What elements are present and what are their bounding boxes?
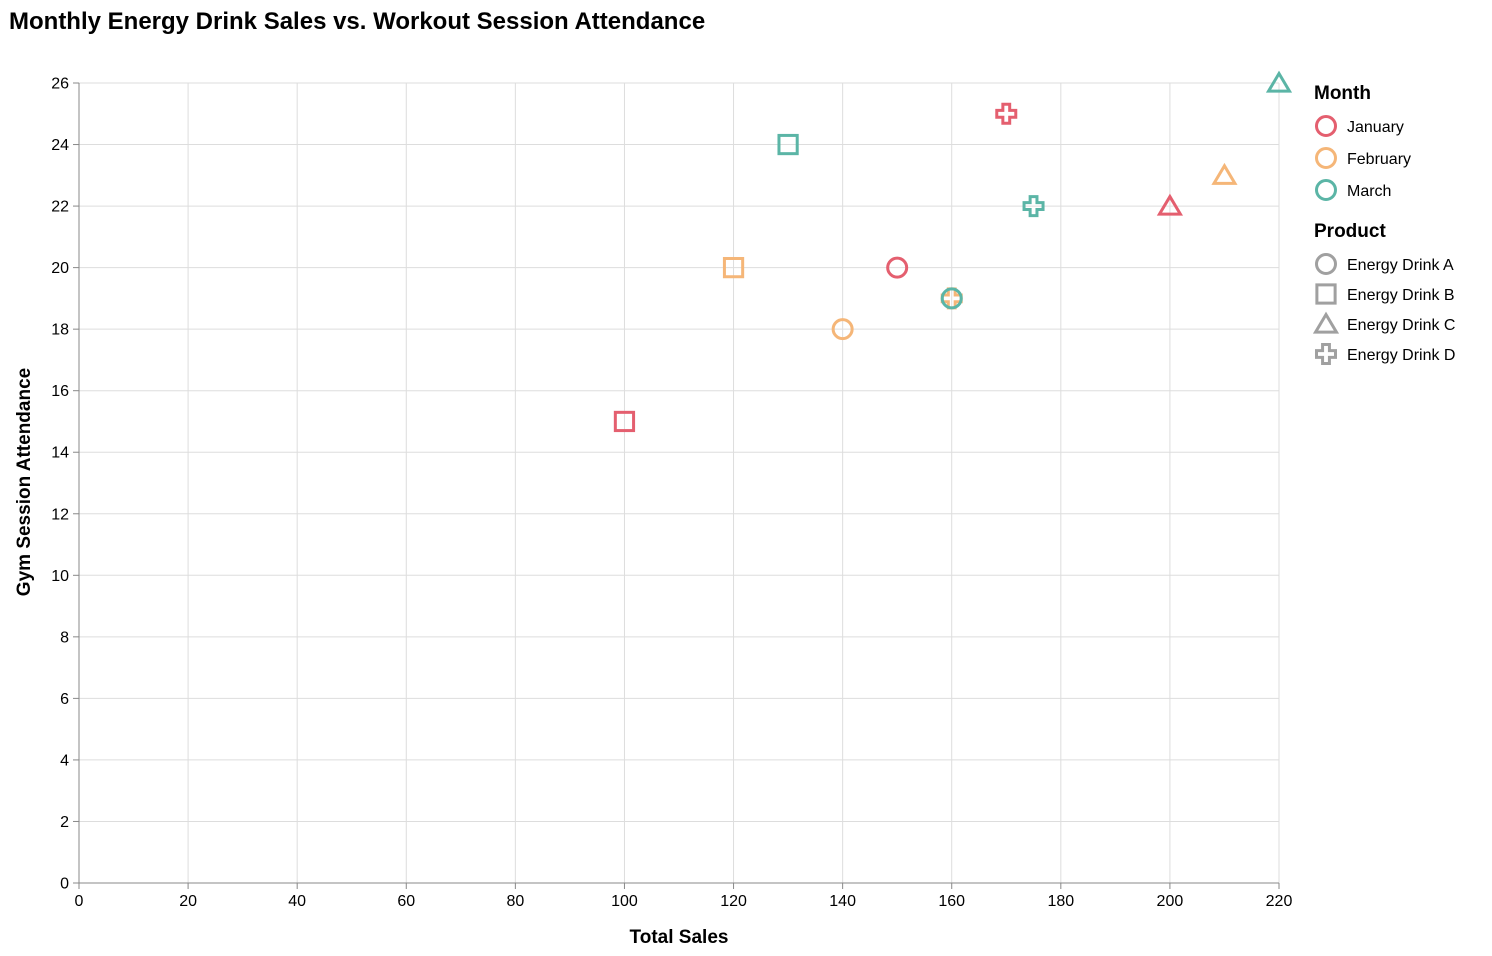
y-tick-label: 6 — [60, 691, 69, 708]
x-tick-label: 40 — [288, 893, 306, 910]
x-tick-label: 140 — [829, 893, 856, 910]
legend-symbol-january — [1315, 115, 1337, 137]
y-tick-label: 8 — [60, 629, 69, 646]
data-point-january-energy-drink-d — [995, 102, 1018, 125]
data-point-february-energy-drink-a — [831, 318, 854, 341]
x-tick-label: 180 — [1047, 893, 1074, 910]
legend-symbol-energy-drink-d — [1315, 343, 1337, 365]
y-tick-label: 24 — [51, 137, 69, 154]
legend-label-energy-drink-b: Energy Drink B — [1347, 287, 1455, 304]
legend-symbol-energy-drink-c — [1312, 311, 1340, 334]
data-point-january-energy-drink-a — [886, 256, 909, 279]
x-tick-label: 80 — [506, 893, 524, 910]
legend-label-january: January — [1347, 119, 1404, 136]
x-tick-label: 120 — [720, 893, 747, 910]
x-axis-title: Total Sales — [630, 927, 729, 948]
legend: Month January February March Product Energy D… — [1312, 83, 1455, 365]
x-tick-label: 20 — [179, 893, 197, 910]
data-point-march-energy-drink-d — [1022, 195, 1045, 218]
data-point-march-energy-drink-a — [940, 287, 963, 310]
y-tick-label: 2 — [60, 814, 69, 831]
grid — [78, 82, 1280, 884]
data-point-february-energy-drink-b — [722, 256, 745, 279]
x-tick-label: 200 — [1157, 893, 1184, 910]
data-point-march-energy-drink-c — [1265, 70, 1293, 93]
x-tick-label: 160 — [938, 893, 965, 910]
y-tick-label: 0 — [60, 876, 69, 893]
legend-label-energy-drink-d: Energy Drink D — [1347, 347, 1455, 364]
legend-symbol-february — [1315, 147, 1337, 169]
x-tick-label: 220 — [1266, 893, 1293, 910]
y-tick-label: 16 — [51, 383, 69, 400]
data-point-february-energy-drink-c — [1211, 162, 1238, 185]
y-tick-label: 14 — [51, 445, 69, 462]
legend-label-february: February — [1347, 151, 1411, 168]
data-points — [613, 70, 1293, 433]
legend-label-energy-drink-c: Energy Drink C — [1347, 317, 1455, 334]
y-tick-label: 26 — [51, 76, 69, 93]
month-legend-title: Month — [1314, 83, 1371, 104]
y-tick-label: 18 — [51, 322, 69, 339]
legend-symbol-energy-drink-b — [1315, 283, 1337, 305]
legend-label-energy-drink-a: Energy Drink A — [1347, 257, 1454, 274]
y-tick-label: 20 — [51, 260, 69, 277]
y-tick-label: 10 — [51, 568, 69, 585]
y-axis-title: Gym Session Attendance — [14, 368, 35, 596]
product-legend-title: Product — [1314, 221, 1386, 242]
y-tick-label: 4 — [60, 752, 69, 769]
y-tick-label: 12 — [51, 506, 69, 523]
data-point-january-energy-drink-c — [1156, 193, 1183, 216]
legend-symbol-march — [1315, 179, 1337, 201]
legend-label-march: March — [1347, 183, 1391, 200]
data-point-march-energy-drink-b — [777, 133, 799, 156]
data-point-january-energy-drink-b — [613, 410, 636, 433]
x-tick-label: 100 — [611, 893, 638, 910]
chart-title: Monthly Energy Drink Sales vs. Workout S… — [9, 8, 706, 35]
axes: 0 20 40 60 80 100 120 140 160 180 200 2200246810121… — [51, 76, 1292, 911]
x-tick-label: 60 — [397, 893, 415, 910]
legend-symbol-energy-drink-a — [1315, 253, 1337, 275]
x-tick-label: 0 — [75, 893, 84, 910]
y-tick-label: 22 — [51, 199, 69, 216]
